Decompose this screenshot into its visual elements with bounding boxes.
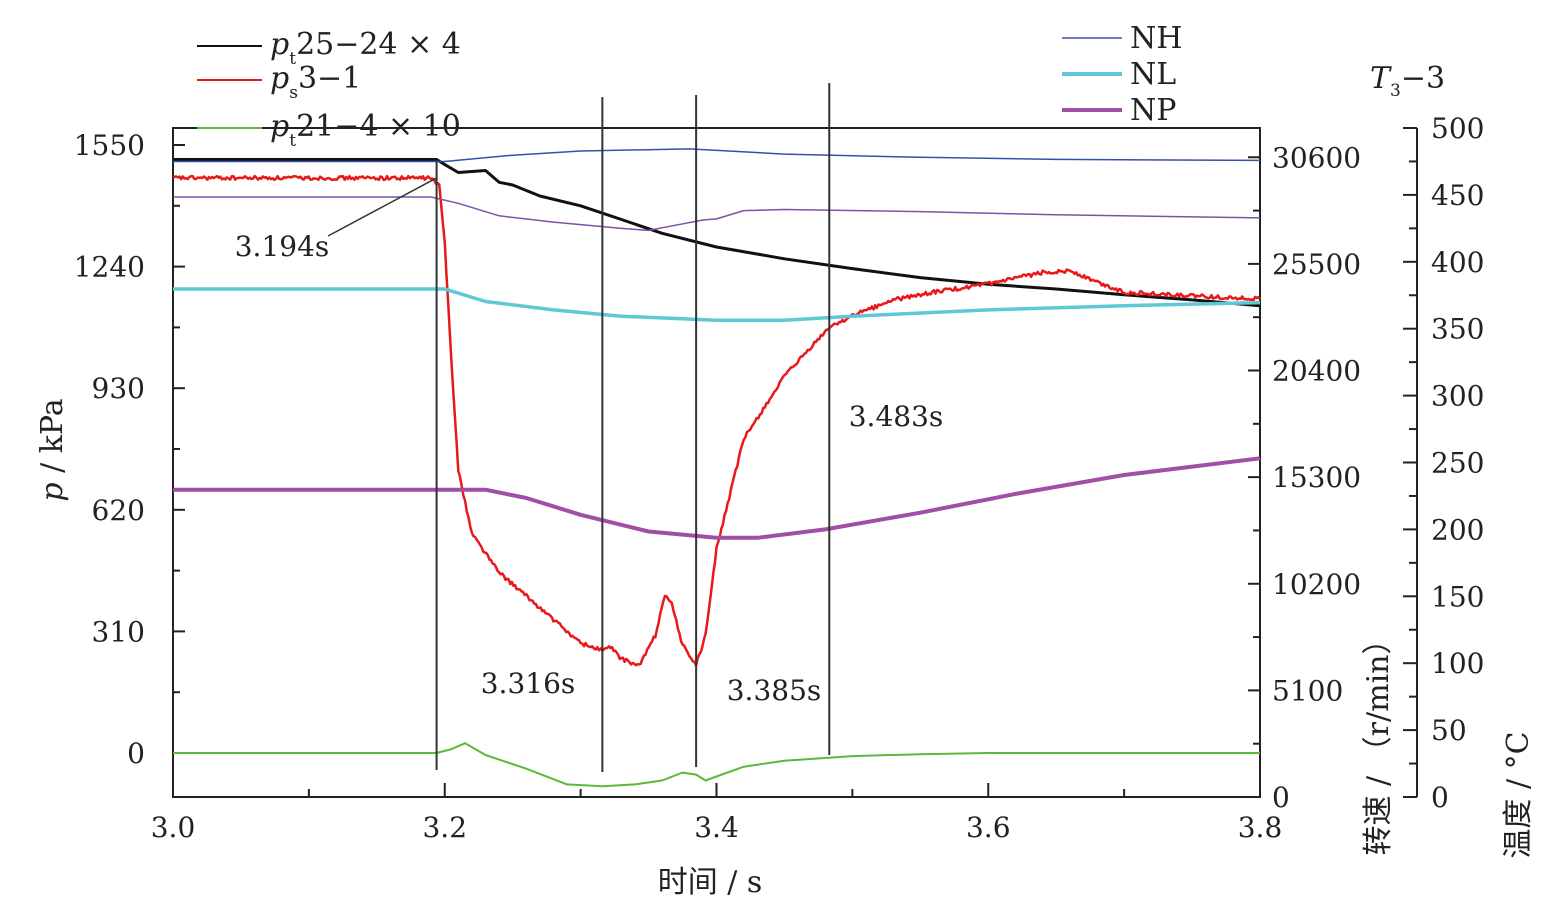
x-tick-label: 3.6 [966,811,1011,844]
legend-label-var: p [270,61,289,96]
legend-label: ps3−1 [270,61,361,103]
annotation-label: 3.316s [481,667,576,700]
y-left-tick-label: 930 [92,372,145,405]
legend-label: pt25−24 × 4 [270,27,461,69]
series-line-np [173,456,1261,540]
y-speed-tick-label: 30600 [1272,141,1361,174]
series-line-nh [173,148,1261,163]
y-axis-speed-label: 转速 / （r/min） [1361,625,1396,856]
legend-label: NP [1130,93,1176,128]
y-speed-tick-label: 10200 [1272,568,1361,601]
annotations: 3.194s 3.316s 3.385s 3.483s [235,177,944,707]
y-temp-tick-label: 250 [1431,447,1484,480]
axis-ticks [172,127,1417,798]
x-tick-label: 3.8 [1238,811,1283,844]
x-axis-label: 时间 / s [658,865,763,900]
y-temp-tick-label: 0 [1431,781,1449,814]
y-temp-tick-label: 200 [1431,513,1484,546]
y-temp-tick-label: 300 [1431,380,1484,413]
annotation-leader [327,177,437,237]
tick-labels: 3.0 3.2 3.4 3.6 3.8 1550 1240 930 620 310 0 30600 25… [74,112,1485,844]
annotation-label: 3.483s [849,400,944,433]
x-tick-label: 3.4 [694,811,739,844]
legend-label: NH [1130,21,1182,56]
y-temp-tick-label: 450 [1431,179,1484,212]
series-lines [172,148,1261,788]
y-temp-tick-label: 500 [1431,112,1484,145]
legend-label-rest: 3−1 [298,61,361,96]
y-axis-left-label-unit: / kPa [35,398,70,482]
plot-frame [172,127,1261,798]
legend-label-var: p [270,27,289,62]
y-left-tick-label: 620 [92,494,145,527]
y-axis-temp-label: 温度 / °C [1501,731,1536,858]
annotation-lines [435,83,831,772]
series-line-pt21-4-10 [173,742,1260,788]
annotation-label: 3.194s [235,230,330,263]
y-temp-tick-label: 50 [1431,714,1467,747]
legend-label-rest: 25−24 × 4 [296,27,461,62]
series-line-nl [173,287,1261,323]
temp-series-label-rest: −3 [1401,61,1445,96]
y-speed-tick-label: 0 [1272,781,1290,814]
temp-series-label-sub: 3 [1390,81,1401,101]
y-left-tick-label: 1550 [74,129,145,162]
y-left-tick-label: 0 [127,737,145,770]
temp-series-label: T3−3 [1370,61,1445,101]
y-temp-tick-label: 150 [1431,580,1484,613]
legend-label-rest: 21−4 × 10 [296,109,461,144]
y-temp-tick-label: 100 [1431,647,1484,680]
x-tick-label: 3.0 [151,811,196,844]
series-line-nh-lower [173,196,1261,232]
y-speed-tick-label: 5100 [1272,674,1343,707]
y-axis-left-label-var: p [35,482,70,501]
y-temp-tick-label: 350 [1431,313,1484,346]
legend-label-sub: t [289,131,296,151]
y-speed-tick-label: 15300 [1272,461,1361,494]
annotation-label: 3.385s [727,674,822,707]
legend-label: NL [1130,57,1176,92]
series-line-pt25-24-4 [173,158,1261,308]
legend-label-sub: t [289,49,296,69]
x-tick-label: 3.2 [422,811,467,844]
temp-series-label-var: T [1370,61,1392,96]
legend-label-var: p [270,109,289,144]
y-left-tick-label: 1240 [74,251,145,284]
y-temp-tick-label: 400 [1431,246,1484,279]
y-left-tick-label: 310 [92,615,145,648]
y-speed-tick-label: 25500 [1272,248,1361,281]
series-line-ps3-1 [172,174,1261,667]
legend-label: pt21−4 × 10 [270,109,461,151]
y-axis-left-label: p / kPa [35,398,70,501]
legend-label-sub: s [289,83,298,103]
y-speed-tick-label: 20400 [1272,355,1361,388]
